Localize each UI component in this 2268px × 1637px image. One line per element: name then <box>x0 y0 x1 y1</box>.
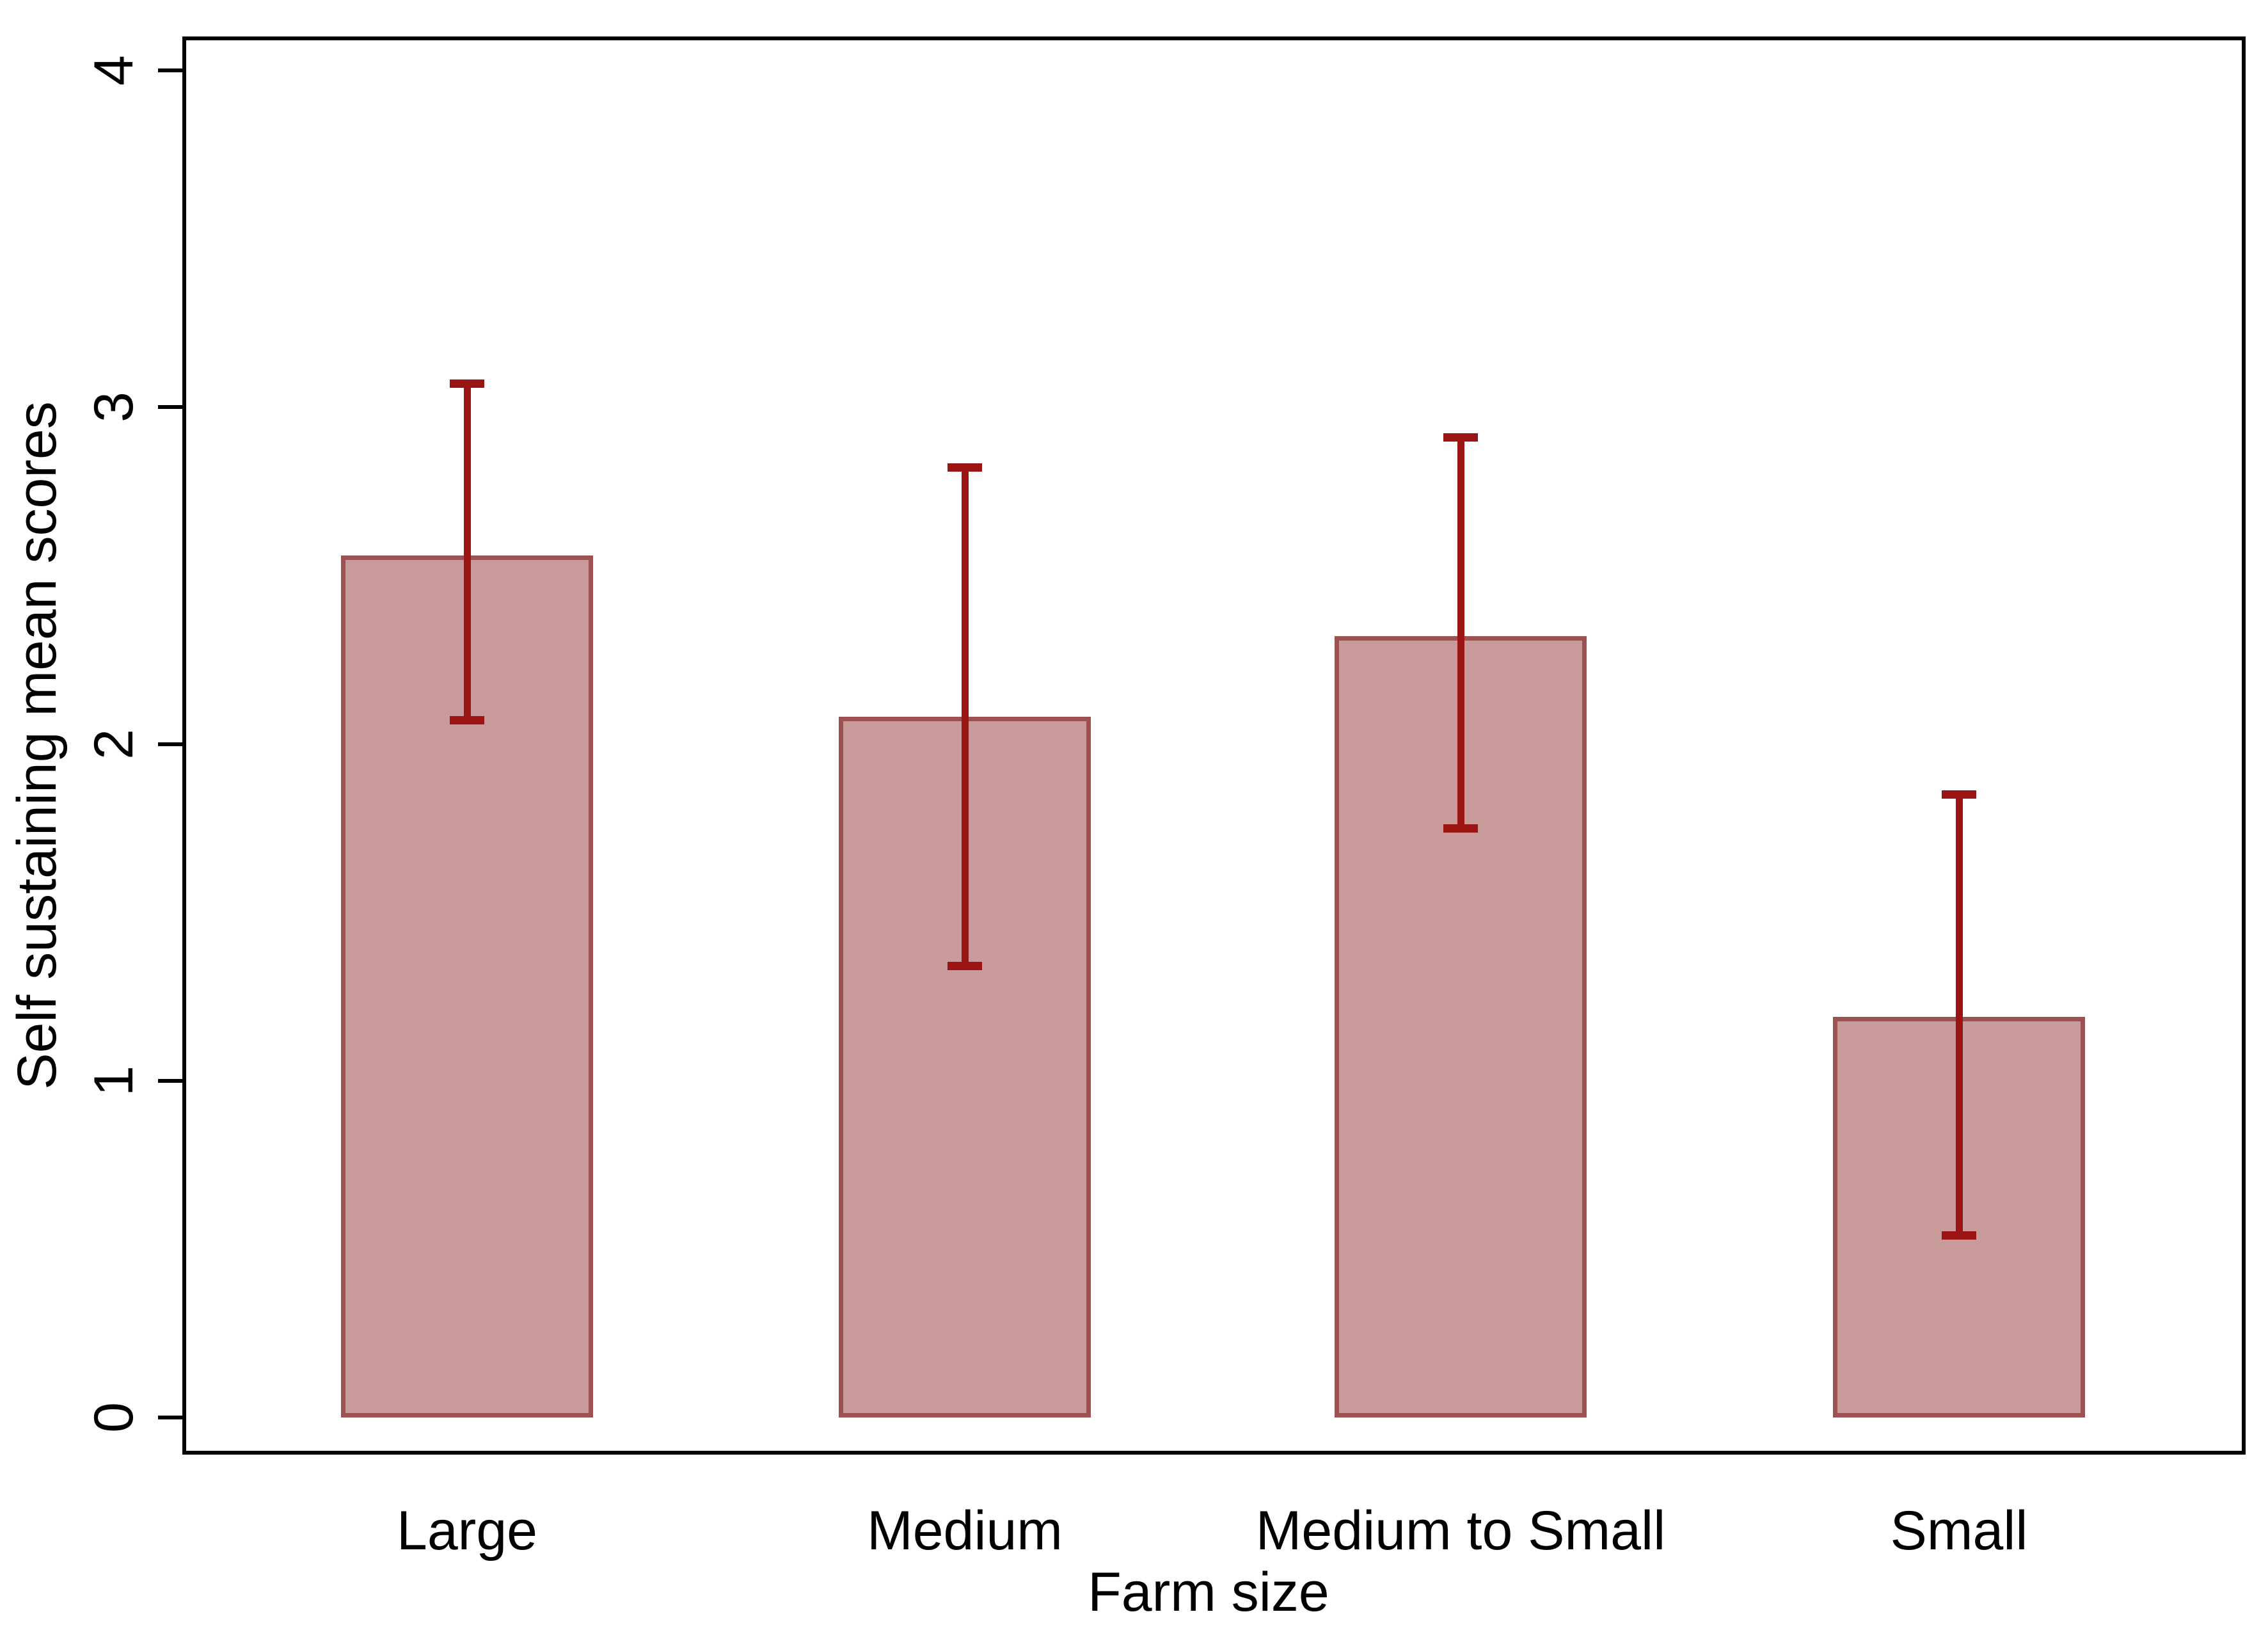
error-bar-cap <box>1443 433 1478 442</box>
y-tick-label: 1 <box>83 1065 145 1096</box>
x-category-label: Medium to Small <box>1255 1500 1666 1561</box>
y-tick-label: 0 <box>83 1402 145 1433</box>
error-bar-line <box>1955 794 1963 1236</box>
y-tick-mark <box>158 405 182 410</box>
error-bar-cap <box>1942 790 1976 799</box>
y-tick-mark <box>158 1078 182 1083</box>
error-bar-line <box>1457 437 1464 829</box>
x-category-label: Large <box>397 1500 537 1561</box>
y-axis-title: Self sustaining mean scores <box>6 401 68 1090</box>
y-tick-label: 3 <box>83 392 145 423</box>
y-tick-label: 2 <box>83 728 145 760</box>
y-tick-label: 4 <box>83 55 145 86</box>
x-category-label: Small <box>1890 1500 2028 1561</box>
error-bar-cap <box>948 962 982 971</box>
error-bar-cap <box>1443 824 1478 833</box>
error-bar-cap <box>1942 1231 1976 1240</box>
error-bar-line <box>961 467 969 966</box>
x-category-label: Medium <box>867 1500 1063 1561</box>
error-bar-cap <box>948 463 982 472</box>
error-bar-cap <box>450 379 484 388</box>
error-bar-cap <box>450 716 484 725</box>
y-tick-mark <box>158 1416 182 1419</box>
y-tick-mark <box>158 742 182 746</box>
x-axis-title: Farm size <box>1088 1561 1329 1623</box>
y-tick-mark <box>158 68 182 72</box>
error-bar-line <box>463 383 471 721</box>
